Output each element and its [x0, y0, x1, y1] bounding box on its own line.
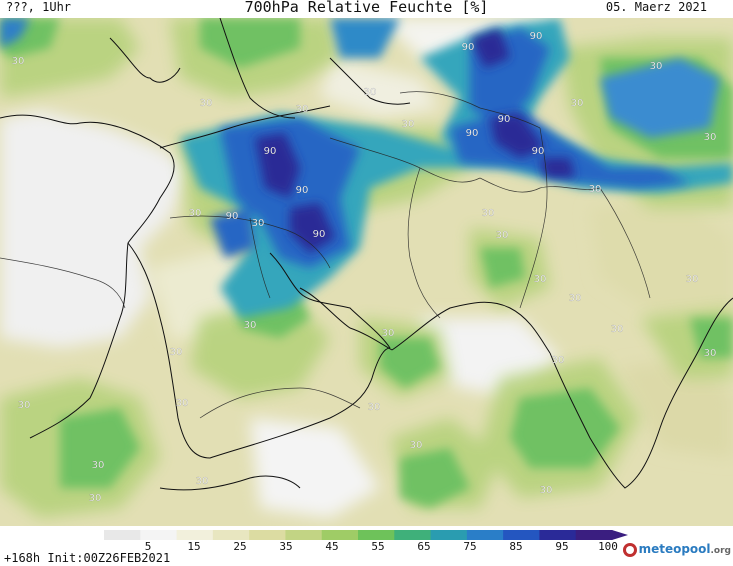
colorbar-tick-label: 55 [371, 540, 385, 553]
contour-label: 30 [18, 400, 31, 411]
map-header: ???, 1Uhr 700hPa Relative Feuchte [%] 05… [0, 0, 733, 18]
contour-label: 30 [611, 324, 624, 335]
contour-label: 90 [498, 114, 511, 125]
contour-label: 30 [296, 104, 309, 115]
colorbar-extend-arrow [612, 530, 628, 540]
colorbar-segment [466, 530, 504, 540]
contour-label: 30 [410, 440, 423, 451]
contour-label: 30 [196, 476, 209, 487]
map-title: 700hPa Relative Feuchte [%] [244, 0, 489, 16]
colorbar-segment [104, 530, 141, 540]
contour-label: 90 [462, 42, 475, 53]
contour-label: 30 [176, 398, 189, 409]
run-label: ???, 1Uhr [6, 0, 72, 14]
coastlines [0, 18, 733, 491]
colorbar-segment [285, 530, 323, 540]
contour-label: 30 [252, 218, 265, 229]
humidity-map[interactable]: 30 30 30 30 30 90 90 90 90 90 30 30 30 90 90 90 90 30 30 30… [0, 18, 733, 526]
contour-labels: 3030303030909090909030303090909090303030… [11, 31, 717, 504]
colorbar [104, 530, 628, 540]
contour-label: 30 [12, 56, 25, 67]
contour-label: 30 [650, 61, 663, 72]
contour-label: 30 [244, 320, 257, 331]
colorbar-segment [358, 530, 395, 540]
contour-label: 30 [589, 184, 602, 195]
contour-label: 30 [368, 402, 381, 413]
contour-label: 30 [382, 328, 395, 339]
contour-label: 30 [496, 230, 509, 241]
colorbar-tick-label: 45 [325, 540, 339, 553]
logo-text: meteopool [638, 542, 711, 556]
init-label: +168h Init:00Z26FEB2021 [4, 551, 171, 565]
colorbar-segment [140, 530, 178, 540]
colorbar-tick-label: 15 [187, 540, 201, 553]
contour-label: 90 [313, 229, 326, 240]
contour-label: 30 [482, 208, 495, 219]
contour-label: 90 [226, 211, 239, 222]
colorbar-segment [575, 530, 613, 540]
contour-label: 90 [296, 185, 309, 196]
contour-label: 30 [92, 460, 105, 471]
contour-label: 30 [704, 132, 717, 143]
contour-label: 30 [552, 355, 565, 366]
map-footer: 5 15 25 35 45 55 65 75 85 95 100 +168h Init:00Z26F… [0, 526, 733, 566]
colorbar-segment [176, 530, 214, 540]
contour-label: 90 [532, 146, 545, 157]
globe-icon [622, 542, 637, 557]
colorbar-segment [430, 530, 468, 540]
meteopool-logo[interactable]: meteopool.org [622, 542, 731, 557]
logo-suffix: .org [710, 546, 731, 556]
contour-label: 30 [704, 348, 717, 359]
colorbar-tick-label: 35 [279, 540, 293, 553]
colorbar-tick-label: 95 [555, 540, 569, 553]
colorbar-segment [539, 530, 577, 540]
colorbar-tick-label: 5 [144, 540, 152, 553]
colorbar-segment [321, 530, 359, 540]
contour-label: 30 [686, 274, 699, 285]
contour-label: 30 [364, 87, 377, 98]
contour-label: 30 [540, 485, 553, 496]
colorbar-tick-label: 75 [463, 540, 477, 553]
colorbar-segment [503, 530, 540, 540]
contour-label: 30 [89, 493, 102, 504]
valid-date: 05. Maerz 2021 [605, 0, 707, 14]
borders [0, 91, 651, 419]
colorbar-tick-label: 85 [509, 540, 523, 553]
contour-label: 90 [530, 31, 543, 42]
colorbar-segment [212, 530, 250, 540]
contour-label: 30 [534, 274, 547, 285]
colorbar-tick-label: 65 [417, 540, 431, 553]
colorbar-tick-label: 25 [233, 540, 247, 553]
colorbar-segment [394, 530, 432, 540]
contour-label: 90 [264, 146, 277, 157]
contour-label: 30 [189, 208, 202, 219]
contour-label: 90 [466, 128, 479, 139]
contour-label: 30 [200, 98, 213, 109]
contour-label: 30 [402, 119, 415, 130]
colorbar-tick-label: 100 [598, 540, 618, 553]
colorbar-segment [249, 530, 286, 540]
contour-label: 30 [170, 347, 183, 358]
contour-label: 30 [571, 98, 584, 109]
humidity-field [0, 18, 733, 518]
contour-label: 30 [569, 293, 582, 304]
